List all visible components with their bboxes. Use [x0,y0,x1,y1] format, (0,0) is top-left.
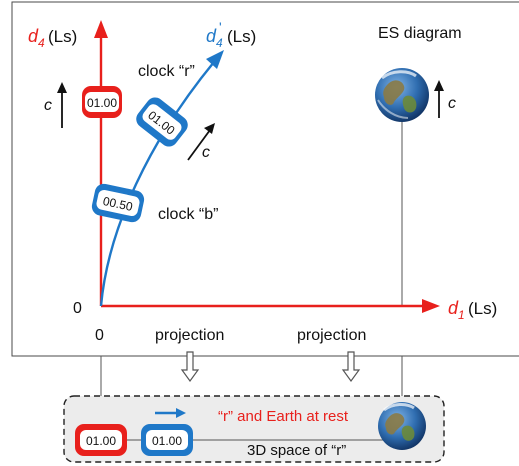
projection-arrow-left [180,351,200,383]
clock-r-box: 01.00 [82,86,122,118]
motion-arrow-head [176,408,186,418]
d4-axis-arrowhead [94,20,108,38]
clock-b-upper-box: 01.00 [136,97,188,147]
d4-prime-superscript: ' [219,19,222,35]
c-arrow-tilted-shaft [187,129,211,161]
d1-axis-arrowhead [422,299,440,313]
d4-prime-arrowhead [206,50,224,69]
c-label-tilted: c [202,144,210,161]
bottom-clock-b-value: 01.00 [152,434,182,448]
origin-x-label: 0 [95,327,104,344]
clock-b-lower-box: 00.50 [91,183,145,223]
origin-y-label: 0 [73,300,82,317]
c-arrow-tilted-head [204,123,215,134]
d4-prime-axis-label: d4 [206,26,223,50]
d4-prime-axis-unit: (Ls) [227,27,256,46]
bottom-clock-b-box: 01.00 [141,424,193,456]
d1-axis-unit: (Ls) [468,299,497,318]
c-label-left: c [44,97,52,114]
clock-r-value: 01.00 [87,96,117,110]
diagram-title: ES diagram [378,25,462,42]
bottom-caption-red: “r” and Earth at rest [218,408,349,425]
clock-b-label: clock “b” [158,206,218,223]
bottom-caption: 3D space of “r” [247,442,346,459]
earth-top-image [375,68,429,122]
c-arrow-left-head [57,82,67,93]
clock-r-label: clock “r” [138,63,195,80]
d4-axis-unit: (Ls) [48,27,77,46]
projection-right-label: projection [297,327,366,344]
c-label-earth: c [448,95,456,112]
clock-b-lower-value: 00.50 [102,194,135,214]
projection-arrow-right [341,351,361,383]
bottom-clock-r-box: 01.00 [75,424,127,456]
d4-axis-label: d4 [28,26,45,50]
earth-bottom-image [378,402,426,450]
d4-prime-worldline [99,61,215,307]
c-arrow-earth-head [434,80,444,91]
bottom-clock-r-value: 01.00 [86,434,116,448]
diagram-frame [11,1,519,357]
projection-left-label: projection [155,327,224,344]
d1-axis-label: d1 [448,298,465,322]
